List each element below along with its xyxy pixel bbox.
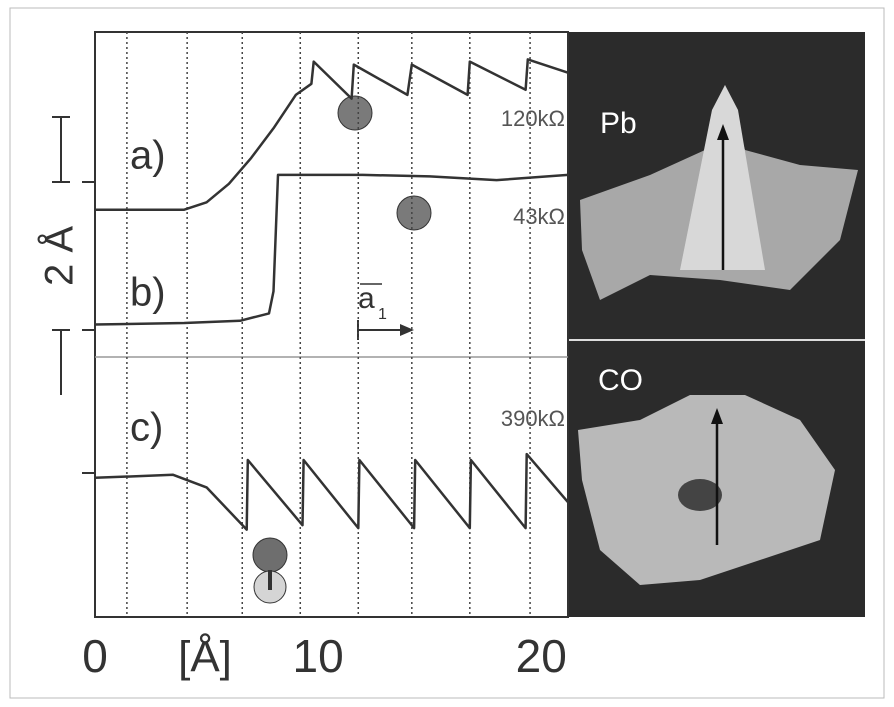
co-molecule-o [252,537,288,573]
panel-label: CO [598,364,643,397]
resistance-label: 43kΩ [513,204,565,229]
frame [9,7,885,699]
trace [94,173,569,326]
trace-label: b) [130,271,166,315]
resistance-label: 120kΩ [501,106,565,131]
x-tick-label: 20 [516,630,567,682]
trace-label: c) [130,406,163,450]
scale-label: 2 Å [37,226,82,286]
atom [337,95,373,131]
x-axis-label: [Å] [178,633,232,682]
vector-subscript: 1 [378,306,387,323]
x-tick-label: 10 [293,630,344,682]
panel-label: Pb [600,107,637,140]
trace [94,452,569,531]
vector-arrowhead [400,324,414,336]
resistance-label: 390kΩ [501,406,565,431]
atom [396,195,432,231]
pb-arrowhead [717,124,729,140]
trace-label: a) [130,134,166,178]
co-arrowhead [711,408,723,424]
co-dip [678,479,722,511]
vector-label: a [358,282,375,315]
trace [95,58,569,211]
x-tick-label: 0 [82,630,108,682]
